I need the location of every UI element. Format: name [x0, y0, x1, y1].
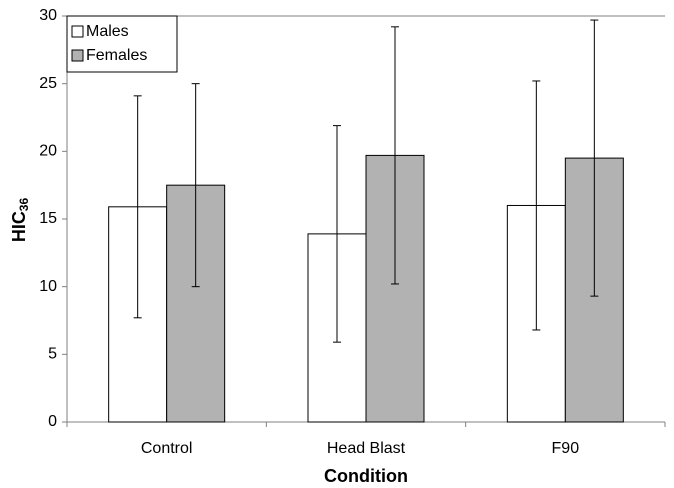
error-bar — [133, 95, 142, 319]
y-axis-title-main: HIC — [9, 211, 29, 242]
x-axis-title: Condition — [324, 466, 408, 486]
x-tick-label: Head Blast — [327, 440, 406, 457]
y-tick-label: 30 — [39, 7, 57, 24]
y-tick-label: 20 — [39, 143, 57, 160]
error-bar — [391, 26, 399, 285]
error-bar — [191, 83, 200, 288]
y-tick-label: 10 — [39, 278, 57, 295]
y-tick-label: 25 — [39, 75, 57, 92]
x-tick-label: Control — [141, 440, 193, 457]
y-tick-label: 5 — [48, 346, 57, 363]
x-tick-label: F90 — [552, 440, 580, 457]
legend-label: Females — [86, 47, 147, 64]
error-bar — [590, 19, 599, 297]
legend-label: Males — [86, 23, 129, 40]
y-tick-label: 0 — [48, 413, 57, 430]
legend-swatch — [71, 49, 84, 62]
y-tick-label: 15 — [39, 210, 57, 227]
legend-box — [66, 15, 178, 73]
y-axis-title-subscript: 36 — [17, 198, 31, 212]
error-bar — [333, 125, 341, 343]
error-bar — [532, 80, 541, 331]
legend-swatch — [71, 25, 84, 38]
y-axis-title: HIC36 — [9, 198, 31, 243]
